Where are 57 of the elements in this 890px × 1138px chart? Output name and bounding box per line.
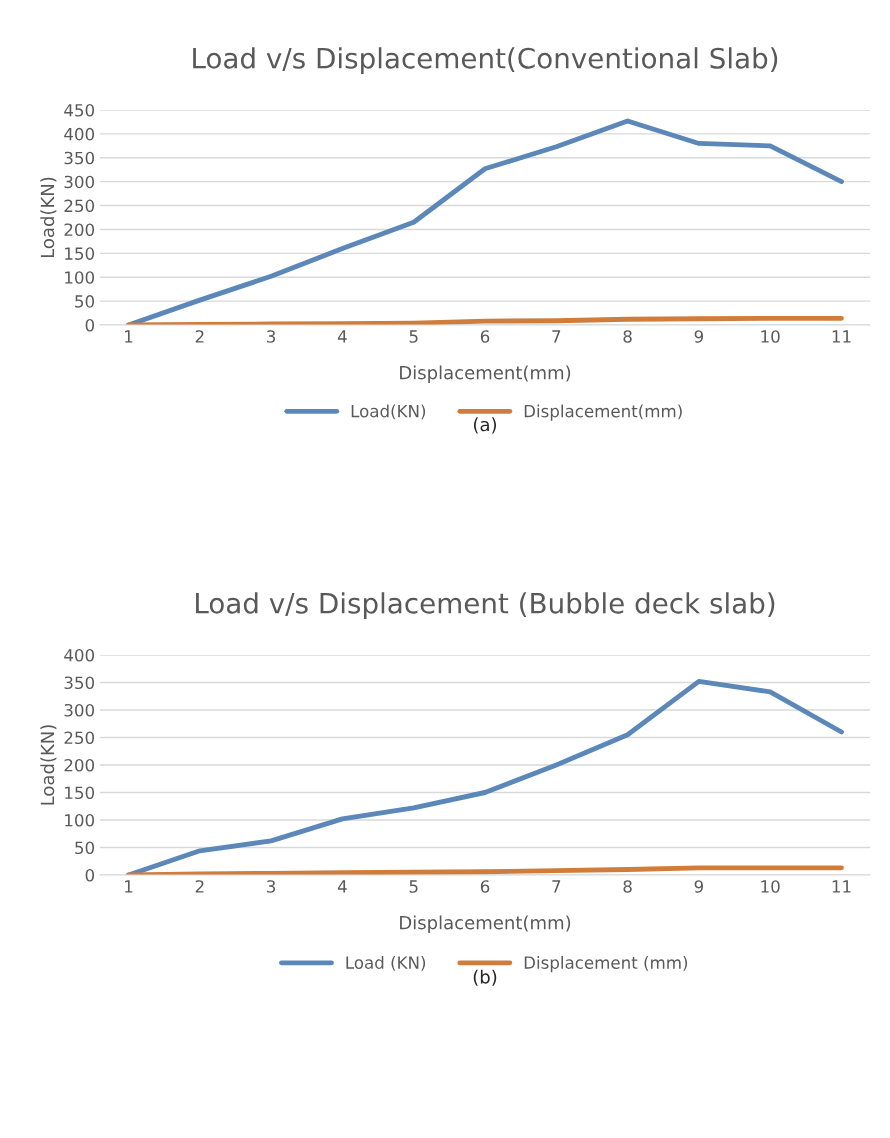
y-tick-label: 100 xyxy=(65,813,95,827)
y-tick-label: 150 xyxy=(65,786,95,800)
legend-label: Displacement (mm) xyxy=(524,956,688,973)
y-tick-label: 300 xyxy=(64,175,95,189)
x-tick-label: 3 xyxy=(267,330,276,343)
x-tick-label: 5 xyxy=(409,330,418,343)
x-tick-label: 5 xyxy=(409,880,418,893)
x-tick-label: 9 xyxy=(694,330,704,343)
line-series xyxy=(126,865,844,875)
y-axis-title: Load(KN) xyxy=(40,177,57,258)
y-tick-label: 100 xyxy=(65,271,95,284)
chart-title: Load v/s Displacement (Bubble deck slab) xyxy=(196,592,775,620)
y-tick-label: 0 xyxy=(85,318,95,332)
x-tick-label: 8 xyxy=(623,880,632,893)
x-tick-label: 4 xyxy=(337,880,347,893)
x-axis-title: Displacement(mm) xyxy=(400,365,571,383)
x-tick-label: 7 xyxy=(552,330,561,343)
x-tick-label: 4 xyxy=(337,330,347,343)
x-tick-label: 6 xyxy=(480,330,490,343)
y-tick-label: 400 xyxy=(64,127,95,141)
y-tick-label: 450 xyxy=(64,103,95,117)
y-tick-label: 250 xyxy=(64,731,95,745)
x-tick-label: 11 xyxy=(832,880,851,893)
x-tick-label: 1 xyxy=(125,330,133,343)
y-tick-label: 350 xyxy=(64,151,95,165)
x-tick-label: 7 xyxy=(552,880,561,893)
y-tick-label: 150 xyxy=(65,247,95,260)
y-tick-label: 50 xyxy=(75,841,95,855)
y-tick-label: 50 xyxy=(75,295,95,308)
x-tick-label: 2 xyxy=(195,880,204,893)
x-tick-label: 11 xyxy=(832,330,851,343)
line-series xyxy=(126,315,844,325)
line-series xyxy=(126,118,844,325)
y-tick-label: 350 xyxy=(64,676,95,690)
text: (a) xyxy=(473,417,497,434)
text: (b) xyxy=(473,969,497,986)
y-tick-label: 200 xyxy=(64,758,95,772)
y-tick-label: 0 xyxy=(85,868,95,882)
y-tick-label: 200 xyxy=(64,223,95,237)
y-axis-title: Load(KN) xyxy=(40,725,57,805)
legend-label: Load(KN) xyxy=(351,404,426,420)
x-tick-label: 3 xyxy=(267,880,276,893)
y-tick-label: 300 xyxy=(64,703,95,717)
x-tick-label: 1 xyxy=(125,880,133,893)
x-tick-label: 10 xyxy=(761,880,780,893)
y-tick-label: 400 xyxy=(64,648,95,662)
x-axis-title: Displacement(mm) xyxy=(400,915,571,933)
x-tick-label: 8 xyxy=(623,330,632,343)
x-tick-label: 10 xyxy=(761,330,780,343)
x-tick-label: 2 xyxy=(195,330,204,343)
x-tick-label: 9 xyxy=(694,880,704,893)
line-series xyxy=(126,678,844,875)
legend-label: Load (KN) xyxy=(346,956,426,971)
y-tick-label: 250 xyxy=(64,199,95,213)
legend-label: Displacement(mm) xyxy=(524,404,682,421)
chart-title: Load v/s Displacement(Conventional Slab) xyxy=(193,47,778,75)
x-tick-label: 6 xyxy=(480,880,490,893)
